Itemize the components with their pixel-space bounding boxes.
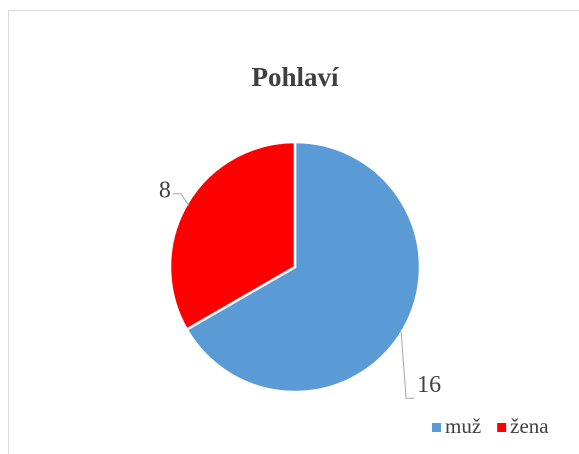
legend-label: žena bbox=[510, 414, 549, 438]
leader-line bbox=[400, 331, 415, 399]
legend-label: muž bbox=[445, 414, 481, 438]
data-label: 8 bbox=[159, 177, 171, 203]
legend-swatch bbox=[497, 423, 507, 432]
pie-slice bbox=[168, 140, 297, 332]
pie-slice bbox=[185, 140, 422, 394]
legend-swatch bbox=[432, 423, 441, 432]
chart-title: Pohlaví bbox=[251, 62, 339, 92]
leader-line bbox=[172, 193, 190, 207]
data-label: 16 bbox=[417, 372, 441, 398]
